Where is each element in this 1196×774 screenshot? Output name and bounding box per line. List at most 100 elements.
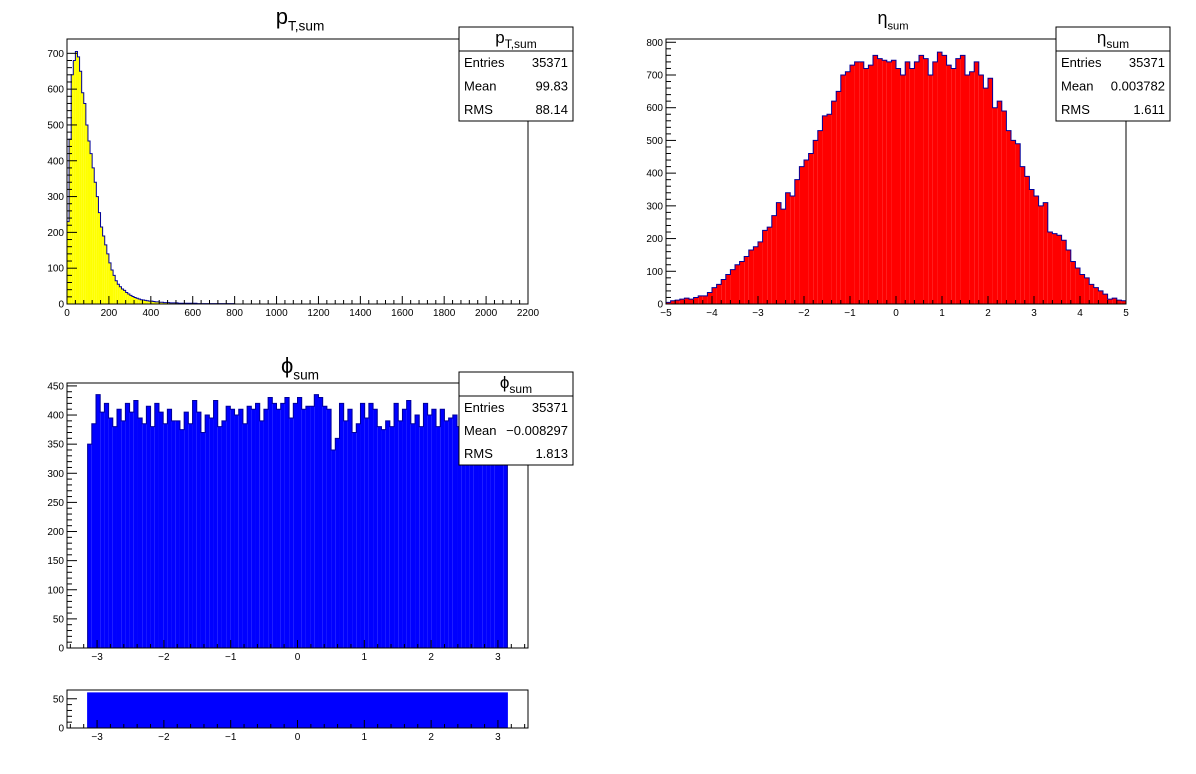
pt-y-tick-label: 500 [47,120,64,131]
eta-bar [822,115,827,304]
eta-stats-frame [1055,26,1171,122]
phi-bar [335,438,340,648]
eta-x-tick-label: −2 [798,308,810,319]
eta-bar [785,192,791,304]
phi-y-tick-label: 150 [47,556,64,567]
eta-y-tick-label: 500 [646,136,663,147]
phi-x-tick-label: −2 [158,652,170,663]
phi-bar [87,444,92,648]
phi-bar [104,403,109,648]
phi-bar [314,394,319,648]
eta-x-axis: −5 −4 −3 −2 −1 0 1 2 3 4 5 [660,296,1129,319]
pt-bar [127,293,130,304]
pt-bar [155,301,158,304]
eta-bar [707,292,712,304]
phi-stats-box: ϕsum Entries 35371 Mean −0.008297 RMS 1.813 [458,371,574,466]
phi-bar [310,406,315,648]
eta-bar [923,58,929,304]
phi-bar [146,406,151,648]
pt-bar [148,301,151,304]
phi-bar [305,406,311,648]
pt-bar [94,182,97,304]
phi-bar [482,415,487,648]
eta-bar [868,65,873,304]
pt-bar [92,167,95,304]
eta-bar [799,166,804,304]
eta-bars [666,52,1126,305]
pt-x-tick-label: 1600 [391,308,414,319]
phi-bar [297,397,302,648]
phi-x-tick-label: 2 [428,652,434,663]
pt-x-tick-label: 1400 [349,308,372,319]
eta-bar [1084,277,1090,304]
phi-bar [137,417,143,648]
pt-bar [67,221,70,304]
pt-bar [81,92,84,304]
phi-bar [251,409,256,648]
eta-bar [1006,130,1011,304]
phi-y-tick-label: 0 [58,644,64,655]
pt-bar [123,290,126,304]
pt-bar [142,300,145,304]
eta-bar [886,61,892,305]
phi-bar [322,406,327,648]
phi-x-tick-label: 0 [295,652,301,663]
pt-y-tick-label: 100 [47,264,64,275]
phi-y-tick-label: 100 [47,585,64,596]
pt-frame [66,38,529,305]
phi-bar [238,409,243,648]
pt-bar [144,300,147,304]
eta-stats-value: 0.003782 [1111,79,1165,94]
pt-bar [121,288,124,304]
phi-bar [209,417,214,648]
eta-bar [983,88,988,305]
eta-stats-label: Mean [1061,79,1094,94]
eta-bar [1038,205,1044,304]
phi-small-x-tick-label: −2 [158,732,170,743]
phi-x-tick-label: 3 [495,652,501,663]
phi-stats-label: Mean [464,423,497,438]
pt-bar [163,302,166,304]
phi-small-x-tick-label: 0 [295,732,301,743]
eta-bar [771,215,777,304]
phi-bar [234,415,239,648]
phi-bar [368,403,374,648]
pt-y-tick-label: 600 [47,85,64,96]
pt-x-tick-label: 400 [142,308,159,319]
eta-x-tick-label: −1 [844,308,856,319]
eta-stats-title-main: η [1097,28,1106,47]
eta-bar [725,274,731,304]
phi-bar [179,429,185,648]
pt-bar [85,124,88,304]
eta-bar [992,107,998,304]
eta-bar [762,230,768,304]
eta-y-tick-label: 200 [646,234,663,245]
pt-bar [138,298,141,304]
phi-bar [410,423,416,648]
phi-bar [461,417,466,648]
phi-small-x-tick-label: 1 [362,732,368,743]
eta-bar [909,68,915,304]
phi-bar [402,409,407,648]
eta-title-main: η [877,8,887,28]
phi-small-x-tick-label: −1 [225,732,237,743]
eta-bar [850,65,855,304]
pt-bar [129,295,132,304]
phi-bar [121,420,126,648]
phi-bar [125,403,130,648]
pt-bar [152,301,156,304]
pt-bar [140,299,143,304]
pt-title-main: p [276,4,288,29]
phi-bar [142,423,147,648]
phi-bar [263,409,269,648]
phi-bar [490,412,495,648]
eta-bar [739,261,745,304]
eta-y-tick-label: 300 [646,201,663,212]
phi-title: ϕsum [281,353,319,383]
pt-x-tick-label: 2200 [517,308,540,319]
pt-bar [108,262,112,304]
pt-bar [131,296,135,304]
eta-y-tick-label: 0 [657,300,663,311]
pt-bar [117,284,120,304]
pt-bar [104,244,107,304]
